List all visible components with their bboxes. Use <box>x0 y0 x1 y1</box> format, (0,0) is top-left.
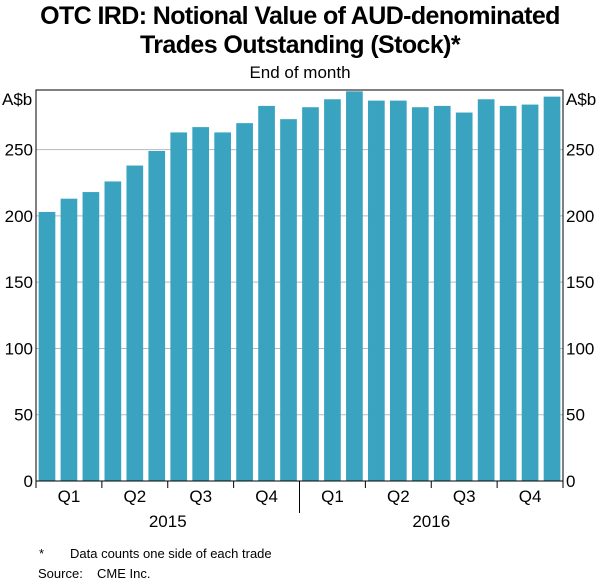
bar <box>324 99 341 482</box>
y-tick-label-right: 200 <box>566 207 594 226</box>
bar <box>104 181 122 482</box>
bar <box>543 96 561 481</box>
bar <box>38 211 56 482</box>
x-tick-label-year: 2016 <box>412 512 450 531</box>
bar <box>258 105 275 481</box>
y-tick-label-left: 250 <box>5 141 33 160</box>
bar <box>170 132 188 481</box>
bar <box>411 107 429 482</box>
x-tick-label-quarter: Q1 <box>58 487 81 506</box>
x-tick-label-quarter: Q2 <box>123 487 146 506</box>
bar <box>236 123 253 481</box>
bar <box>433 105 451 481</box>
bar <box>214 132 231 481</box>
x-tick-label-quarter: Q3 <box>189 487 212 506</box>
x-tick-label-quarter: Q2 <box>387 487 410 506</box>
y-tick-label-right: 100 <box>566 339 594 358</box>
y-axis-label-left: A$b <box>2 90 32 109</box>
y-tick-label-right: 250 <box>566 141 594 160</box>
plot-frame <box>35 89 564 482</box>
y-tick-label-left: 200 <box>5 207 33 226</box>
footnote-marker: * <box>39 546 45 561</box>
chart-title-line2: Trades Outstanding (Stock)* <box>140 31 461 59</box>
y-tick-label-left: 100 <box>5 339 33 358</box>
y-axis-label-right: A$b <box>566 90 596 109</box>
x-tick-label-quarter: Q4 <box>255 487 278 506</box>
bar <box>521 104 539 482</box>
chart-subtitle: End of month <box>249 63 351 82</box>
x-tick-label-year: 2015 <box>149 512 187 531</box>
bar <box>192 127 210 481</box>
source-text: CME Inc. <box>97 566 151 581</box>
bar <box>126 165 144 482</box>
bar <box>455 112 473 482</box>
bar <box>60 198 78 481</box>
y-tick-label-right: 0 <box>566 472 575 491</box>
y-tick-label-right: 50 <box>566 406 585 425</box>
bar <box>346 91 363 481</box>
bar <box>477 99 495 482</box>
bars <box>38 91 561 482</box>
y-tick-label-right: 150 <box>566 273 594 292</box>
bar <box>280 119 297 481</box>
bar <box>302 107 319 482</box>
bar <box>499 105 517 481</box>
x-tick-label-quarter: Q3 <box>453 487 476 506</box>
y-tick-label-left: 0 <box>24 472 33 491</box>
chart-area: 0 0 50 50 100 100 150 150 200 200 250 250 Q1 Q2 Q3 Q4 Q1… <box>2 89 596 531</box>
bar <box>148 150 166 482</box>
bar <box>368 100 385 481</box>
y-tick-label-left: 150 <box>5 273 33 292</box>
y-tick-label-left: 50 <box>14 406 33 425</box>
bar <box>82 192 100 482</box>
footnote-text: Data counts one side of each trade <box>70 546 272 561</box>
bar <box>389 100 407 481</box>
axes: 0 0 50 50 100 100 150 150 200 200 250 250 Q1 Q2 Q3 Q4 Q1… <box>5 141 595 531</box>
gridlines <box>36 149 563 416</box>
x-tick-label-quarter: Q4 <box>519 487 542 506</box>
source-label: Source: <box>38 566 83 581</box>
x-tick-label-quarter: Q1 <box>321 487 344 506</box>
chart-title-line1: OTC IRD: Notional Value of AUD-denominat… <box>40 2 560 30</box>
